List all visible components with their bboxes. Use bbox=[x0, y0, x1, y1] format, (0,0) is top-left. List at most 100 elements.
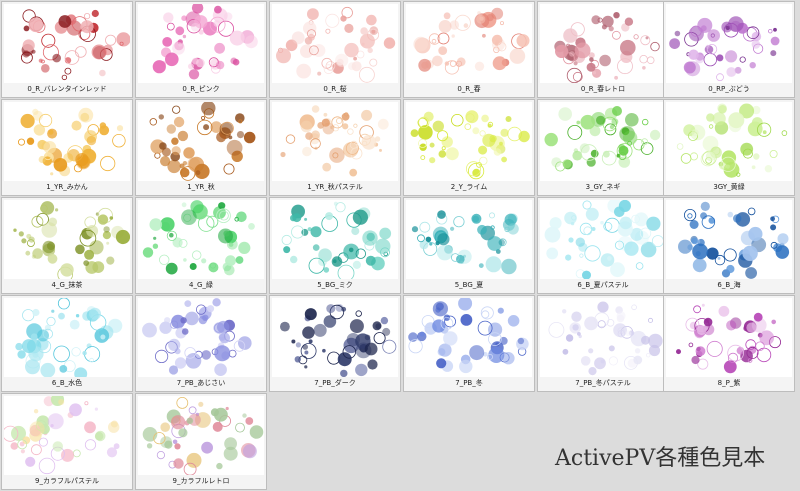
bubble bbox=[372, 321, 382, 331]
bubble bbox=[562, 52, 575, 65]
bubble bbox=[337, 264, 355, 279]
swatch-tile[interactable]: 7_PB_冬パステル bbox=[537, 295, 669, 392]
bubble bbox=[332, 152, 339, 159]
bubble bbox=[456, 254, 465, 264]
swatch-tile[interactable]: 0_R_桜 bbox=[269, 1, 401, 98]
swatch-tile[interactable]: 9_カラフルパステル bbox=[1, 393, 133, 490]
bubble-pattern bbox=[142, 200, 255, 276]
bubble bbox=[102, 231, 111, 240]
bubble bbox=[597, 320, 606, 329]
bubble bbox=[775, 245, 790, 259]
bubble bbox=[728, 112, 745, 129]
swatch-tile[interactable]: 6_B_水色 bbox=[1, 295, 133, 392]
bubble bbox=[89, 307, 101, 320]
bubble bbox=[229, 30, 245, 46]
bubble bbox=[323, 112, 328, 117]
bubble bbox=[224, 437, 237, 451]
bubble bbox=[641, 335, 650, 345]
swatch-tile[interactable]: 7_PB_冬 bbox=[403, 295, 535, 392]
bubble bbox=[619, 126, 635, 142]
bubble bbox=[155, 349, 169, 364]
bubble bbox=[41, 33, 56, 48]
bubble bbox=[505, 116, 512, 122]
swatch-preview bbox=[406, 298, 532, 377]
bubble bbox=[429, 142, 435, 148]
bubble-pattern bbox=[152, 4, 258, 80]
bubble bbox=[225, 255, 236, 267]
bubble bbox=[450, 253, 460, 262]
swatch-tile[interactable]: 9_カラフルレトロ bbox=[135, 393, 267, 490]
bubble bbox=[437, 210, 446, 219]
bubble bbox=[563, 28, 578, 43]
swatch-tile[interactable]: 0_R_春レトロ bbox=[537, 1, 669, 98]
swatch-tile[interactable]: 7_PB_ダーク bbox=[269, 295, 401, 392]
bubble bbox=[168, 365, 179, 375]
bubble bbox=[548, 321, 565, 338]
bubble bbox=[294, 356, 301, 363]
bubble bbox=[74, 367, 88, 377]
bubble bbox=[190, 200, 204, 214]
bubble-pattern bbox=[142, 397, 264, 475]
bubble bbox=[463, 23, 469, 28]
bubble bbox=[601, 150, 617, 166]
swatch-tile[interactable]: 0_RP_ぶどう bbox=[663, 1, 795, 98]
bubble bbox=[614, 206, 625, 218]
bubble bbox=[441, 136, 453, 148]
swatch-label: 2_Y_ライム bbox=[450, 183, 488, 191]
bubble-pattern bbox=[544, 200, 664, 279]
bubble bbox=[41, 64, 50, 73]
bubble bbox=[344, 42, 359, 58]
swatch-tile[interactable]: 2_Y_ライム bbox=[403, 99, 535, 196]
bubble bbox=[459, 359, 473, 374]
bubble bbox=[176, 397, 189, 409]
bubble bbox=[723, 248, 737, 262]
swatch-tile[interactable]: 0_R_春 bbox=[403, 1, 535, 98]
swatch-tile[interactable]: 5_BG_ミク bbox=[269, 197, 401, 294]
bubble bbox=[50, 424, 54, 428]
bubble bbox=[718, 105, 727, 114]
swatch-tile[interactable]: 1_YR_みかん bbox=[1, 99, 133, 196]
swatch-tile[interactable]: 5_BG_夏 bbox=[403, 197, 535, 294]
bubble bbox=[15, 342, 23, 351]
bubble bbox=[33, 110, 43, 121]
bubble bbox=[501, 258, 517, 275]
bubble bbox=[472, 127, 480, 135]
swatch-tile[interactable]: 4_G_抹茶 bbox=[1, 197, 133, 294]
bubble bbox=[773, 27, 777, 32]
swatch-tile[interactable]: 6_B_海 bbox=[663, 197, 795, 294]
bubble bbox=[91, 44, 107, 60]
bubble bbox=[627, 140, 632, 146]
swatch-tile[interactable]: 1_YR_秋 bbox=[135, 99, 267, 196]
swatch-tile[interactable]: 6_B_夏パステル bbox=[537, 197, 669, 294]
bubble bbox=[86, 135, 97, 146]
swatch-preview bbox=[138, 396, 264, 475]
bubble bbox=[726, 320, 737, 331]
swatch-tile[interactable]: 4_G_緑 bbox=[135, 197, 267, 294]
bubble bbox=[572, 71, 583, 82]
bubble bbox=[624, 17, 634, 26]
swatch-tile[interactable]: 1_YR_秋パステル bbox=[269, 99, 401, 196]
swatch-tile[interactable]: 3_GY_ネギ bbox=[537, 99, 669, 196]
bubble bbox=[97, 214, 109, 225]
swatch-tile[interactable]: 7_PB_あじさい bbox=[135, 295, 267, 392]
bubble bbox=[219, 210, 229, 221]
swatch-tile[interactable]: 0_R_バレンタインレッド bbox=[1, 1, 133, 98]
bubble bbox=[295, 342, 301, 348]
bubble bbox=[478, 263, 484, 268]
swatch-tile[interactable]: 0_R_ピンク bbox=[135, 1, 267, 98]
bubble bbox=[225, 406, 229, 411]
bubble-pattern bbox=[142, 298, 252, 376]
swatch-tile[interactable]: 8_P_紫 bbox=[663, 295, 795, 392]
bubble bbox=[606, 318, 615, 327]
bubble bbox=[489, 212, 496, 219]
bubble bbox=[588, 348, 594, 354]
bubble bbox=[333, 201, 338, 206]
bubble bbox=[60, 263, 74, 277]
bubble bbox=[21, 238, 27, 244]
bubble bbox=[236, 211, 247, 223]
bubble bbox=[325, 28, 331, 34]
bubble bbox=[579, 222, 593, 236]
bubble bbox=[42, 44, 59, 61]
bubble bbox=[476, 162, 482, 168]
swatch-tile[interactable]: 3GY_黄緑 bbox=[663, 99, 795, 196]
